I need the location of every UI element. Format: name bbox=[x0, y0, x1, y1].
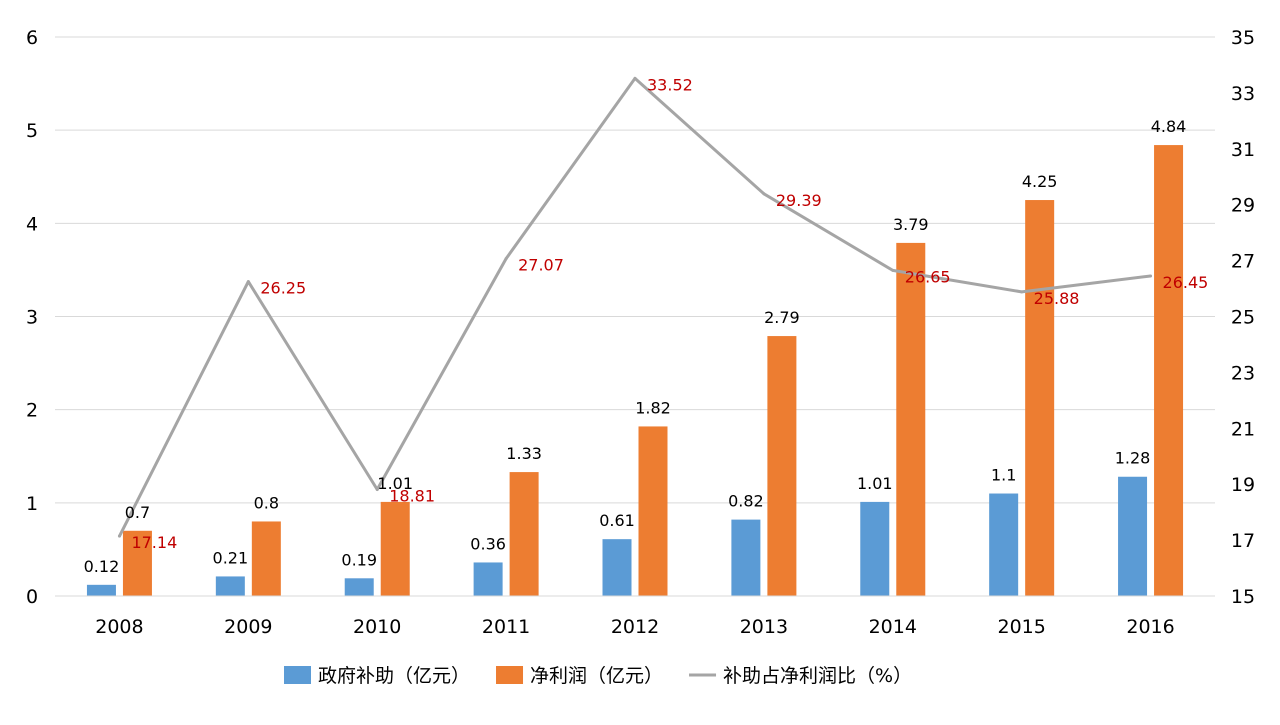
net-profit-bar bbox=[767, 336, 797, 596]
subsidy-bar bbox=[731, 519, 761, 596]
x-tick-label: 2011 bbox=[482, 616, 530, 638]
ratio-label: 26.25 bbox=[260, 279, 306, 298]
y-right-tick-label: 25 bbox=[1231, 307, 1255, 329]
y-right-tick-label: 29 bbox=[1231, 195, 1255, 217]
ratio-point bbox=[891, 268, 895, 272]
ratio-label: 26.45 bbox=[1163, 273, 1209, 292]
subsidy-bar-label: 0.36 bbox=[470, 534, 506, 553]
y-left-tick-label: 0 bbox=[26, 586, 38, 608]
legend-label: 补助占净利润比（%） bbox=[723, 665, 912, 687]
legend: 政府补助（亿元） 净利润（亿元） 补助占净利润比（%） bbox=[284, 665, 912, 687]
net-profit-bar-label: 2.79 bbox=[764, 308, 800, 327]
net-profit-bar-label: 4.84 bbox=[1151, 117, 1187, 136]
y-right-tick-label: 15 bbox=[1231, 586, 1255, 608]
x-tick-label: 2009 bbox=[224, 616, 272, 638]
subsidy-bar-label: 1.01 bbox=[857, 474, 893, 493]
legend-label: 政府补助（亿元） bbox=[318, 665, 470, 687]
y-left-tick-label: 4 bbox=[26, 213, 38, 235]
y-left-tick-label: 2 bbox=[26, 400, 38, 422]
ratio-point bbox=[246, 280, 250, 284]
x-tick-label: 2013 bbox=[740, 616, 788, 638]
ratio-point bbox=[1149, 274, 1153, 278]
subsidy-bar bbox=[215, 576, 245, 596]
ratio-point bbox=[633, 76, 637, 80]
subsidy-bar-label: 1.28 bbox=[1115, 449, 1151, 468]
x-tick-label: 2014 bbox=[869, 616, 917, 638]
ratio-point bbox=[504, 257, 508, 261]
y-right-tick-label: 23 bbox=[1231, 362, 1255, 384]
net-profit-bar-label: 0.7 bbox=[125, 503, 150, 522]
subsidy-bar bbox=[860, 501, 890, 596]
legend-label: 净利润（亿元） bbox=[530, 665, 663, 687]
net-profit-bar bbox=[122, 530, 152, 596]
x-tick-label: 2012 bbox=[611, 616, 659, 638]
net-profit-bar-label: 0.8 bbox=[254, 493, 279, 512]
gridlines bbox=[55, 36, 1215, 597]
net-profit-bar bbox=[638, 426, 668, 596]
subsidy-bar-label: 0.82 bbox=[728, 492, 764, 511]
net-profit-bar-label: 1.82 bbox=[635, 398, 671, 417]
net-profit-bar bbox=[896, 242, 926, 597]
y-left-tick-label: 5 bbox=[26, 120, 38, 142]
subsidy-bar bbox=[1118, 476, 1148, 596]
x-tick-label: 2015 bbox=[997, 616, 1045, 638]
ratio-point bbox=[117, 534, 121, 538]
ratio-label: 26.65 bbox=[905, 267, 951, 286]
ratio-line bbox=[117, 76, 1153, 538]
bars bbox=[86, 145, 1184, 597]
ratio-label: 18.81 bbox=[389, 487, 435, 506]
y-right-tick-label: 17 bbox=[1231, 530, 1255, 552]
ratio-label: 25.88 bbox=[1034, 289, 1080, 308]
y-right-tick-label: 27 bbox=[1231, 251, 1255, 273]
subsidy-bar-label: 1.1 bbox=[991, 466, 1016, 485]
subsidy-bar bbox=[344, 578, 374, 596]
y-right-tick-label: 31 bbox=[1231, 139, 1255, 161]
net-profit-bar-label: 3.79 bbox=[893, 215, 929, 234]
net-profit-bar bbox=[1154, 145, 1184, 596]
subsidy-bar-label: 0.19 bbox=[341, 550, 377, 569]
y-left-tick-label: 3 bbox=[26, 307, 38, 329]
data-labels: 0.12 0.21 0.19 0.36 0.61 0.82 1.01 1.1 1.28 0.7 0.… bbox=[84, 75, 1209, 575]
subsidy-bar bbox=[989, 493, 1019, 596]
ratio-label: 29.39 bbox=[776, 191, 822, 210]
ratio-point bbox=[375, 488, 379, 492]
subsidy-bar-label: 0.12 bbox=[84, 557, 120, 576]
legend-swatch bbox=[284, 666, 311, 684]
subsidy-bar-label: 0.21 bbox=[213, 548, 249, 567]
x-tick-label: 2010 bbox=[353, 616, 401, 638]
ratio-point bbox=[1020, 290, 1024, 294]
ratio-label: 17.14 bbox=[131, 533, 177, 552]
y-right-tick-label: 21 bbox=[1231, 418, 1255, 440]
subsidy-bar bbox=[602, 539, 632, 596]
y-right-tick-label: 33 bbox=[1231, 83, 1255, 105]
net-profit-bar bbox=[380, 501, 410, 596]
y-right-tick-label: 19 bbox=[1231, 474, 1255, 496]
net-profit-bar bbox=[1025, 200, 1055, 596]
subsidy-bar bbox=[86, 584, 116, 596]
x-tick-label: 2016 bbox=[1126, 616, 1174, 638]
net-profit-bar bbox=[509, 472, 539, 596]
ratio-point bbox=[762, 192, 766, 196]
net-profit-bar bbox=[251, 521, 281, 596]
net-profit-bar-label: 1.33 bbox=[506, 444, 542, 463]
y-left-tick-label: 1 bbox=[26, 493, 38, 515]
y-left-tick-label: 6 bbox=[26, 27, 38, 49]
x-tick-label: 2008 bbox=[95, 616, 143, 638]
subsidy-bar-label: 0.61 bbox=[599, 511, 635, 530]
net-profit-bar-label: 4.25 bbox=[1022, 172, 1058, 191]
legend-swatch bbox=[496, 666, 524, 684]
y-right-tick-label: 35 bbox=[1231, 27, 1255, 49]
ratio-label: 33.52 bbox=[647, 75, 693, 94]
ratio-label: 27.07 bbox=[518, 256, 564, 275]
subsidy-bar bbox=[473, 562, 503, 596]
net-profit-bar-label: 1.01 bbox=[377, 474, 413, 493]
